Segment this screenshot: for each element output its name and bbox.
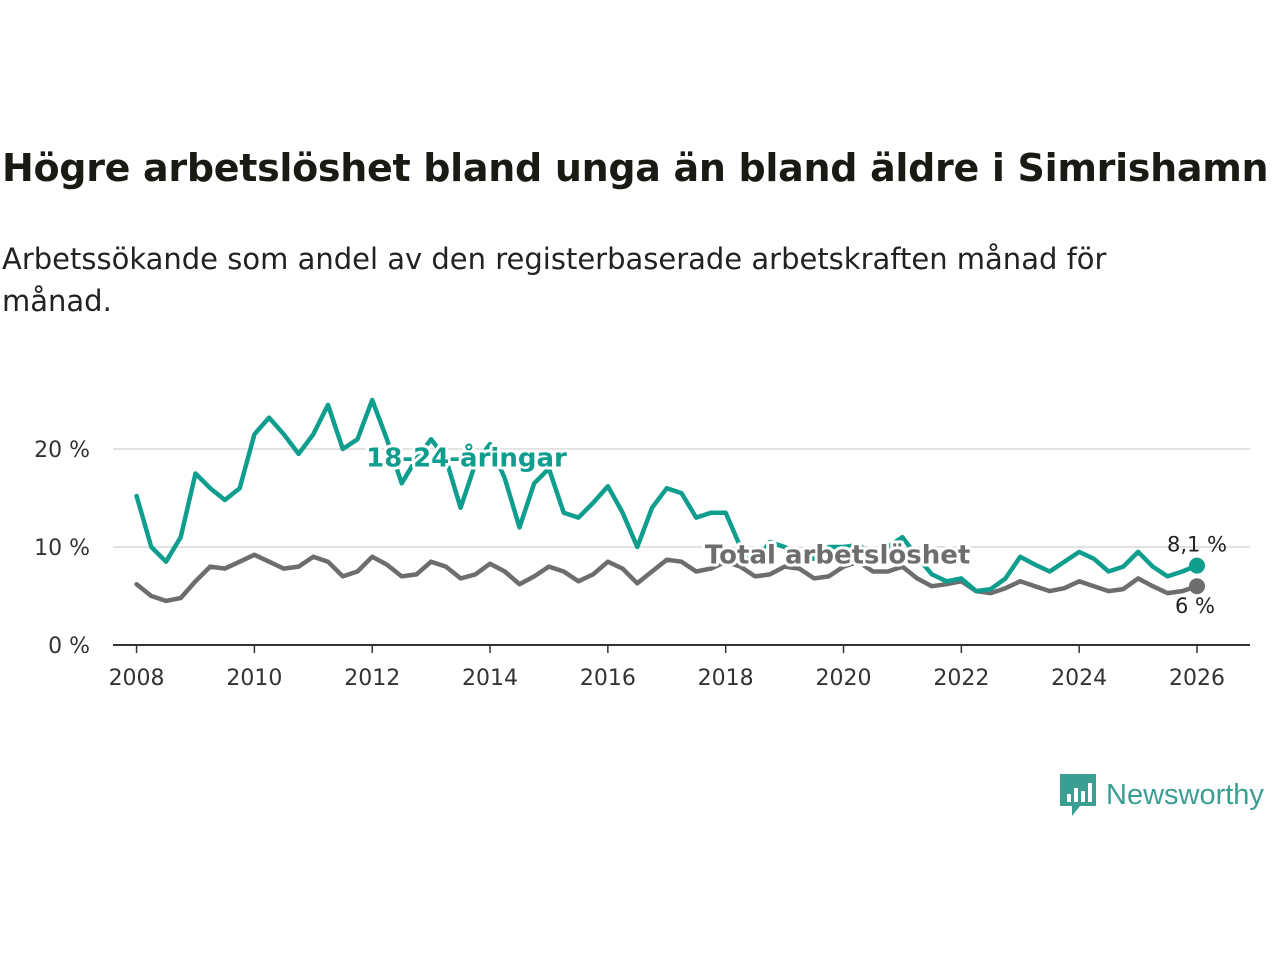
series-labels: 18-24-åringar Total arbetslöshet xyxy=(363,439,973,574)
y-axis-ticks: 0 % 10 % 20 % xyxy=(34,438,90,659)
x-tick-label: 2024 xyxy=(1051,666,1107,691)
x-tick-label: 2012 xyxy=(344,666,400,691)
end-markers: 8,1 % 6 % xyxy=(1167,533,1227,619)
x-tick-label: 2026 xyxy=(1169,666,1225,691)
gridlines xyxy=(113,448,1250,548)
x-tick-label: 2020 xyxy=(816,666,872,691)
x-tick-label: 2018 xyxy=(698,666,754,691)
series-lines xyxy=(134,397,1200,604)
end-point-marker xyxy=(1188,578,1205,595)
y-tick-label: 20 % xyxy=(34,438,90,463)
series-label: Total arbetslöshet xyxy=(705,541,970,571)
x-tick-label: 2010 xyxy=(226,666,282,691)
brand-name: Newsworthy xyxy=(1106,778,1264,811)
series-line-18-24-ringar xyxy=(134,397,1200,594)
newsworthy-brand: Newsworthy xyxy=(1058,772,1264,818)
x-tick-label: 2022 xyxy=(933,666,989,691)
x-tick-label: 2014 xyxy=(462,666,518,691)
y-tick-label: 10 % xyxy=(34,536,90,561)
newsworthy-logo-icon xyxy=(1060,774,1096,816)
x-tick-label: 2008 xyxy=(109,666,165,691)
x-axis-ticks: 2008 2010 2012 2014 2016 2018 2020 2022 2024 2026 xyxy=(109,645,1225,691)
series-line-total-arbetsl-shet xyxy=(134,552,1200,604)
x-tick-label: 2016 xyxy=(580,666,636,691)
end-point-marker xyxy=(1188,557,1205,574)
series-label: 18-24-åringar xyxy=(366,442,567,474)
end-value-label: 6 % xyxy=(1175,594,1215,618)
chart-title: Högre arbetslöshet bland unga än bland ä… xyxy=(2,146,1269,190)
y-tick-label: 0 % xyxy=(48,634,90,659)
line-chart: 0 % 10 % 20 % 2008 2010 2012 2014 2016 2018 2020… xyxy=(34,397,1250,691)
chart-subtitle: Arbetssökande som andel av den registerb… xyxy=(2,242,1107,318)
end-value-label: 8,1 % xyxy=(1167,533,1227,557)
